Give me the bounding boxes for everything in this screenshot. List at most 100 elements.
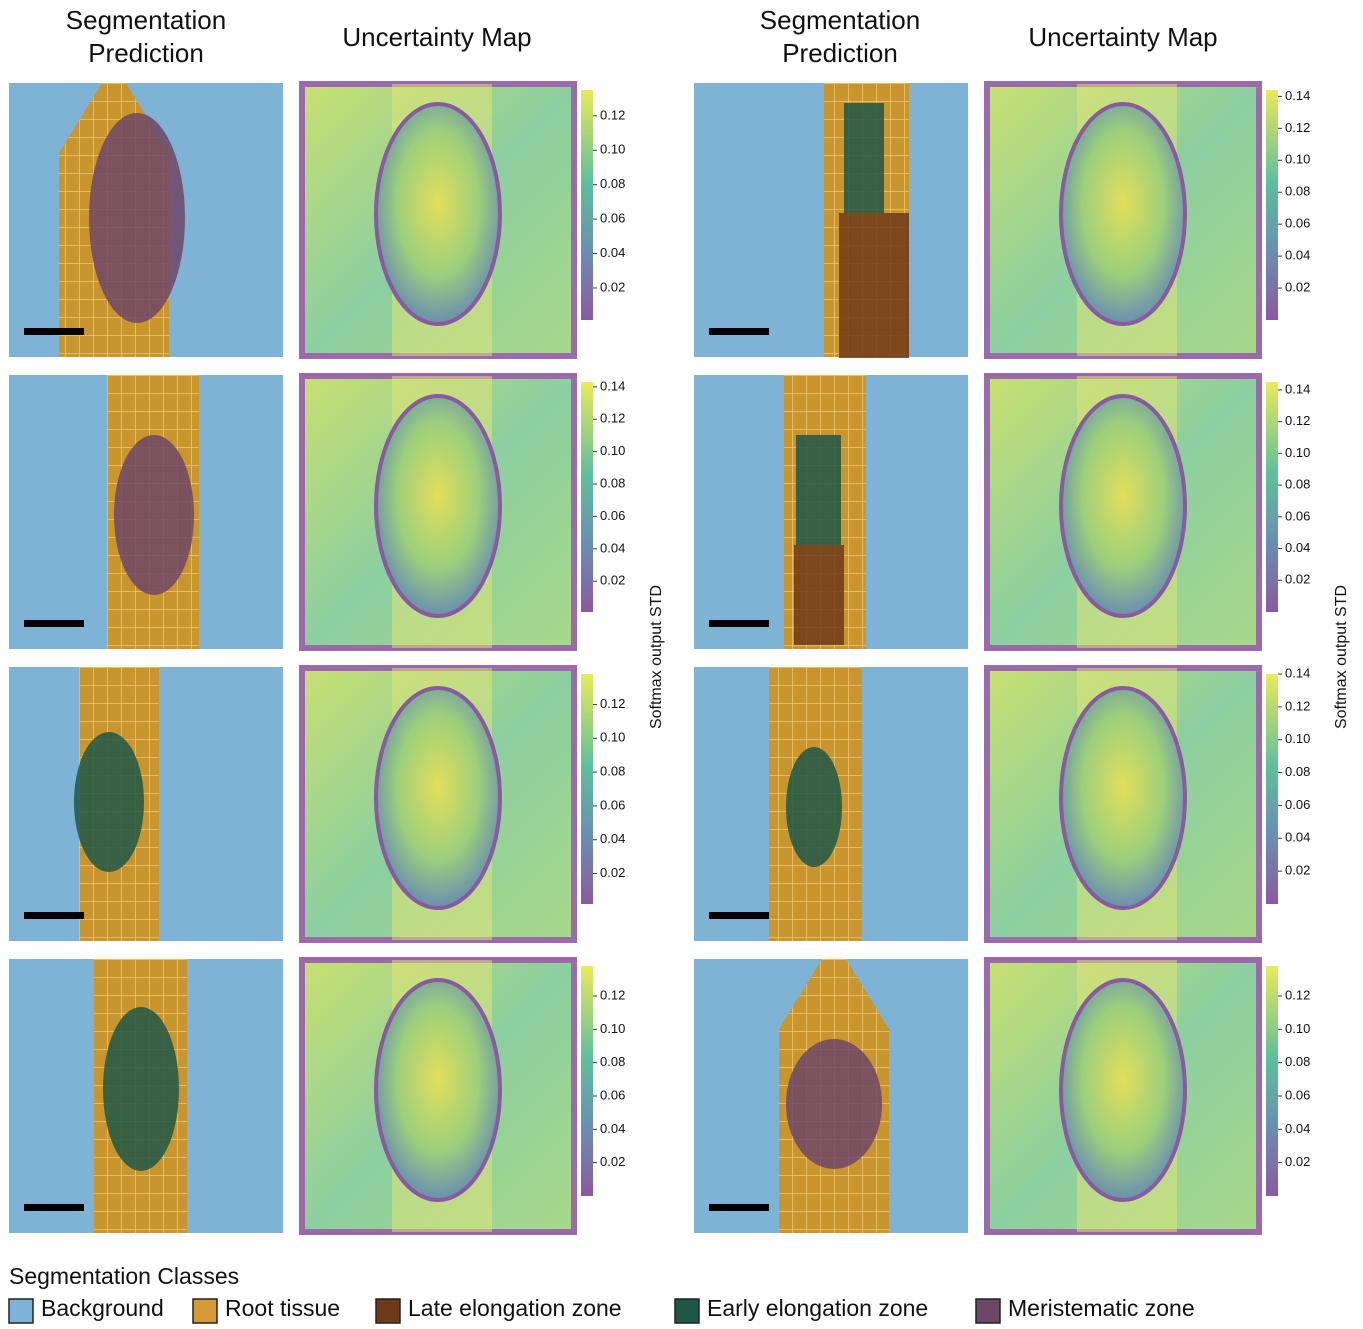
segmentation-panel [9, 959, 283, 1233]
colorbar-tick-label: 0.06 [1285, 1087, 1310, 1102]
legend-label: Root tissue [225, 1295, 340, 1321]
colorbar-tick-label: 0.04 [1285, 540, 1310, 555]
colorbar-tick-label: 0.14 [1285, 381, 1310, 396]
colorbar [1266, 674, 1278, 904]
segmentation-panel [694, 375, 968, 649]
colorbar-label: Softmax output STD [1333, 585, 1350, 729]
zone [74, 732, 144, 872]
colorbar-tick-label: 0.14 [1285, 665, 1310, 680]
column-header: Uncertainty Map [1028, 22, 1217, 52]
colorbar-tick-label: 0.14 [600, 378, 625, 393]
legend-label: Meristematic zone [1008, 1295, 1195, 1321]
colorbar-tick-label: 0.10 [1285, 731, 1310, 746]
figure: SegmentationPredictionUncertainty MapSeg… [0, 0, 1363, 1324]
colorbar-tick-label: 0.12 [1285, 120, 1310, 135]
uncertainty-map [302, 960, 574, 1232]
colorbar-tick-label: 0.06 [1285, 216, 1310, 231]
uncertainty-map [987, 960, 1259, 1232]
column-header: Prediction [782, 38, 898, 68]
colorbar-tick-label: 0.10 [1285, 1021, 1310, 1036]
colorbar-tick-label: 0.10 [600, 142, 625, 157]
zone [103, 1007, 179, 1171]
colorbar-tick-label: 0.06 [600, 211, 625, 226]
scale-bar [709, 328, 769, 335]
colorbar-tick-label: 0.12 [600, 107, 625, 122]
colorbar [581, 382, 593, 612]
colorbar [581, 966, 593, 1196]
zone [839, 213, 909, 358]
uncertainty-map [302, 376, 574, 648]
segmentation-panel [694, 959, 968, 1233]
legend-swatch [675, 1299, 699, 1323]
colorbar-tick-label: 0.12 [1285, 413, 1310, 428]
legend-swatch [193, 1299, 217, 1323]
segmentation-panel [9, 83, 283, 357]
column-header: Uncertainty Map [342, 22, 531, 52]
uncertainty-map [302, 668, 574, 940]
colorbar-tick-label: 0.12 [600, 411, 625, 426]
colorbar-tick-label: 0.08 [1285, 1054, 1310, 1069]
colorbar-tick-label: 0.04 [1285, 248, 1310, 263]
colorbar-tick-label: 0.08 [600, 475, 625, 490]
colorbar-tick-label: 0.08 [600, 176, 625, 191]
legend-title: Segmentation Classes [9, 1263, 239, 1289]
map-core [376, 980, 500, 1200]
colorbar-tick-label: 0.08 [1285, 184, 1310, 199]
colorbar-tick-label: 0.08 [600, 764, 625, 779]
colorbar-tick-label: 0.02 [1285, 1154, 1310, 1169]
colorbar-tick-label: 0.14 [1285, 88, 1310, 103]
segmentation-panel [694, 667, 968, 941]
colorbar-tick-label: 0.08 [1285, 477, 1310, 492]
scale-bar [24, 328, 84, 335]
colorbar [1266, 382, 1278, 612]
colorbar [1266, 966, 1278, 1196]
zone [794, 545, 844, 645]
zone [786, 747, 842, 867]
uncertainty-map [987, 668, 1259, 940]
colorbar-tick-label: 0.04 [1285, 1121, 1310, 1136]
map-core [1061, 980, 1185, 1200]
colorbar-tick-label: 0.10 [600, 730, 625, 745]
segmentation-panel [9, 667, 283, 941]
colorbar-tick-label: 0.08 [600, 1054, 625, 1069]
colorbar-tick-label: 0.06 [600, 1087, 625, 1102]
colorbar-tick-label: 0.06 [600, 797, 625, 812]
zone [114, 435, 194, 595]
colorbar-label: Softmax output STD [648, 585, 665, 729]
column-header: Segmentation [66, 5, 226, 35]
colorbar-tick-label: 0.04 [600, 245, 625, 260]
colorbar-tick-label: 0.04 [1285, 830, 1310, 845]
column-header: Segmentation [760, 5, 920, 35]
map-core [1061, 104, 1185, 324]
legend-swatch [976, 1299, 1000, 1323]
legend-label: Early elongation zone [707, 1295, 928, 1321]
colorbar-tick-label: 0.06 [1285, 797, 1310, 812]
colorbar-tick-label: 0.04 [600, 1121, 625, 1136]
colorbar-tick-label: 0.02 [600, 573, 625, 588]
scale-bar [709, 912, 769, 919]
colorbar-tick-label: 0.10 [600, 1021, 625, 1036]
colorbar-tick-label: 0.06 [600, 508, 625, 523]
colorbar-tick-label: 0.02 [600, 865, 625, 880]
legend-label: Late elongation zone [408, 1295, 622, 1321]
colorbar-tick-label: 0.02 [600, 1154, 625, 1169]
colorbar-tick-label: 0.12 [1285, 987, 1310, 1002]
segmentation-panel [9, 375, 283, 649]
colorbar [581, 674, 593, 904]
legend-swatch [9, 1299, 33, 1323]
colorbar-tick-label: 0.02 [1285, 863, 1310, 878]
colorbar-tick-label: 0.08 [1285, 764, 1310, 779]
colorbar-tick-label: 0.12 [1285, 698, 1310, 713]
colorbar-tick-label: 0.04 [600, 540, 625, 555]
map-core [1061, 688, 1185, 908]
colorbar-tick-label: 0.10 [1285, 445, 1310, 460]
uncertainty-map [987, 376, 1259, 648]
scale-bar [24, 912, 84, 919]
scale-bar [24, 620, 84, 627]
legend-label: Background [41, 1295, 164, 1321]
uncertainty-map [302, 84, 574, 356]
colorbar-tick-label: 0.10 [1285, 152, 1310, 167]
colorbar-tick-label: 0.12 [600, 987, 625, 1002]
colorbar-tick-label: 0.02 [1285, 279, 1310, 294]
map-core [1061, 396, 1185, 616]
